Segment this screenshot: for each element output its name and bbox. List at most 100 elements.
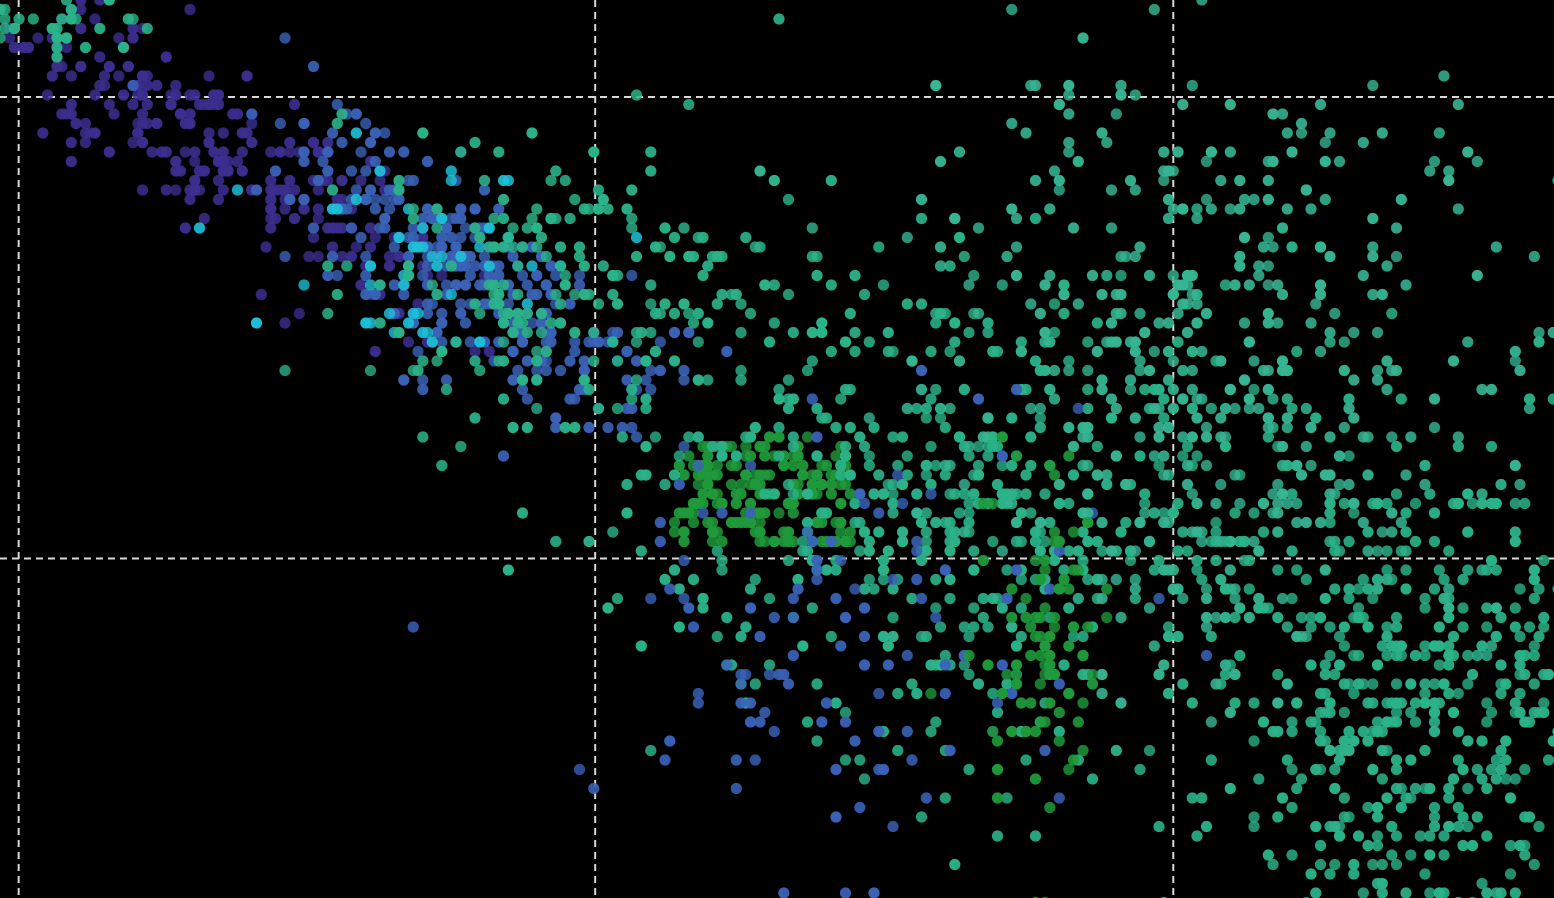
data-point-7-1700 — [1224, 98, 1236, 111]
data-point-3-716 — [512, 288, 524, 301]
data-point-0-35 — [284, 174, 296, 187]
data-point-9-2263 — [1229, 611, 1241, 624]
data-point-7-1911 — [1253, 592, 1265, 605]
data-point-5-1355 — [944, 345, 956, 358]
data-point-4-907 — [716, 535, 728, 548]
data-point-11-2612 — [117, 41, 130, 54]
data-point-9-2339 — [1462, 564, 1474, 576]
data-point-7-2025 — [1082, 421, 1094, 434]
data-point-5-1248 — [1001, 678, 1013, 690]
data-point-8-2115 — [1058, 573, 1070, 586]
data-point-5-1226 — [863, 545, 875, 557]
data-point-9-2442 — [1343, 583, 1355, 595]
data-point-9-2224 — [1329, 858, 1341, 871]
data-point-9-2377 — [1305, 611, 1317, 624]
data-point-0-145 — [65, 98, 77, 111]
data-point-9-2172 — [1286, 763, 1298, 776]
data-point-9-2479 — [1338, 706, 1350, 719]
data-point-7-1739 — [1200, 583, 1213, 595]
data-point-7-1930 — [1324, 326, 1336, 339]
data-point-9-2352 — [1462, 678, 1474, 690]
data-point-5-1307 — [1044, 516, 1056, 529]
data-point-5-1318 — [996, 497, 1008, 510]
data-point-0-90 — [312, 250, 324, 263]
data-point-9-2147 — [1476, 877, 1488, 890]
data-point-10-2547 — [1238, 231, 1251, 244]
data-point-5-1442 — [1186, 402, 1198, 415]
data-point-7-1741 — [1158, 659, 1170, 671]
data-point-5-1450 — [1120, 516, 1132, 529]
data-point-7-1845 — [977, 431, 989, 443]
data-point-3-614 — [759, 279, 771, 291]
data-point-7-1964 — [1200, 193, 1213, 206]
data-point-8-2074 — [1025, 621, 1037, 633]
data-point-9-2346 — [1286, 725, 1298, 738]
data-point-5-1305 — [763, 659, 776, 671]
data-point-5-1202 — [1082, 535, 1094, 548]
data-point-3-707 — [493, 298, 505, 310]
data-point-5-1115 — [797, 535, 809, 548]
data-point-4-904 — [778, 459, 790, 472]
data-point-5-1110 — [896, 431, 909, 443]
data-point-7-1654 — [1428, 393, 1441, 405]
data-point-8-2084 — [1053, 735, 1065, 747]
data-point-7-1702 — [1186, 288, 1198, 301]
data-point-1-411 — [307, 222, 320, 234]
data-point-9-2356 — [1248, 697, 1260, 709]
data-point-5-1449 — [991, 706, 1004, 719]
data-point-4-941 — [673, 507, 685, 519]
data-point-4-958 — [811, 469, 823, 481]
data-point-3-582 — [512, 307, 524, 320]
data-point-9-2313 — [1186, 792, 1198, 804]
data-point-1-470 — [573, 279, 586, 291]
data-point-7-2029 — [1153, 431, 1165, 443]
data-point-9-2392 — [1348, 868, 1360, 880]
data-point-5-1377 — [635, 545, 647, 557]
data-point-3-663 — [474, 231, 486, 244]
data-point-3-704 — [331, 117, 343, 130]
data-point-6-1506 — [892, 469, 904, 481]
data-point-11-2616 — [94, 22, 106, 35]
data-point-6-1538 — [787, 649, 799, 662]
data-point-3-695 — [611, 298, 624, 310]
data-point-9-2154 — [1286, 849, 1298, 861]
data-point-5-1322 — [740, 621, 752, 633]
data-point-5-1455 — [1153, 459, 1165, 472]
data-point-1-495 — [573, 383, 586, 396]
data-point-3-776 — [597, 193, 609, 206]
data-point-0-207 — [279, 203, 291, 215]
data-point-1-443 — [531, 288, 543, 301]
data-point-5-1405 — [839, 450, 852, 462]
data-point-3-653 — [322, 260, 334, 272]
data-point-6-1592 — [1153, 592, 1165, 605]
data-point-9-2438 — [1500, 773, 1512, 785]
data-point-7-1883 — [1262, 307, 1274, 320]
data-point-0-8 — [265, 222, 277, 234]
data-point-9-2515 — [1400, 507, 1412, 519]
data-point-6-1502 — [754, 716, 766, 728]
data-point-3-759 — [497, 393, 510, 405]
data-point-9-2220 — [1462, 526, 1474, 538]
data-point-5-1201 — [1039, 535, 1051, 548]
data-point-4-981 — [806, 478, 818, 491]
data-point-9-2330 — [1329, 782, 1341, 795]
data-point-6-1524 — [873, 687, 885, 700]
data-point-6-1597 — [678, 554, 690, 567]
data-point-5-1185 — [934, 402, 947, 415]
data-point-9-2372 — [1381, 649, 1393, 662]
data-point-9-2315 — [1319, 592, 1331, 605]
data-point-5-1032 — [958, 659, 970, 671]
data-point-7-2012 — [1253, 402, 1265, 415]
data-point-6-1536 — [659, 754, 671, 766]
data-point-11-2631 — [27, 13, 39, 25]
data-point-7-1887 — [1229, 668, 1241, 681]
data-point-9-2283 — [1295, 611, 1308, 624]
data-point-1-286 — [645, 383, 657, 396]
data-point-5-1066 — [1115, 526, 1127, 538]
data-point-3-627 — [711, 298, 723, 310]
data-point-7-1967 — [1200, 459, 1213, 472]
data-point-0-52 — [127, 32, 139, 44]
data-point-7-1894 — [1096, 383, 1108, 396]
data-point-9-2151 — [1495, 763, 1507, 776]
data-point-2-539 — [350, 127, 362, 139]
